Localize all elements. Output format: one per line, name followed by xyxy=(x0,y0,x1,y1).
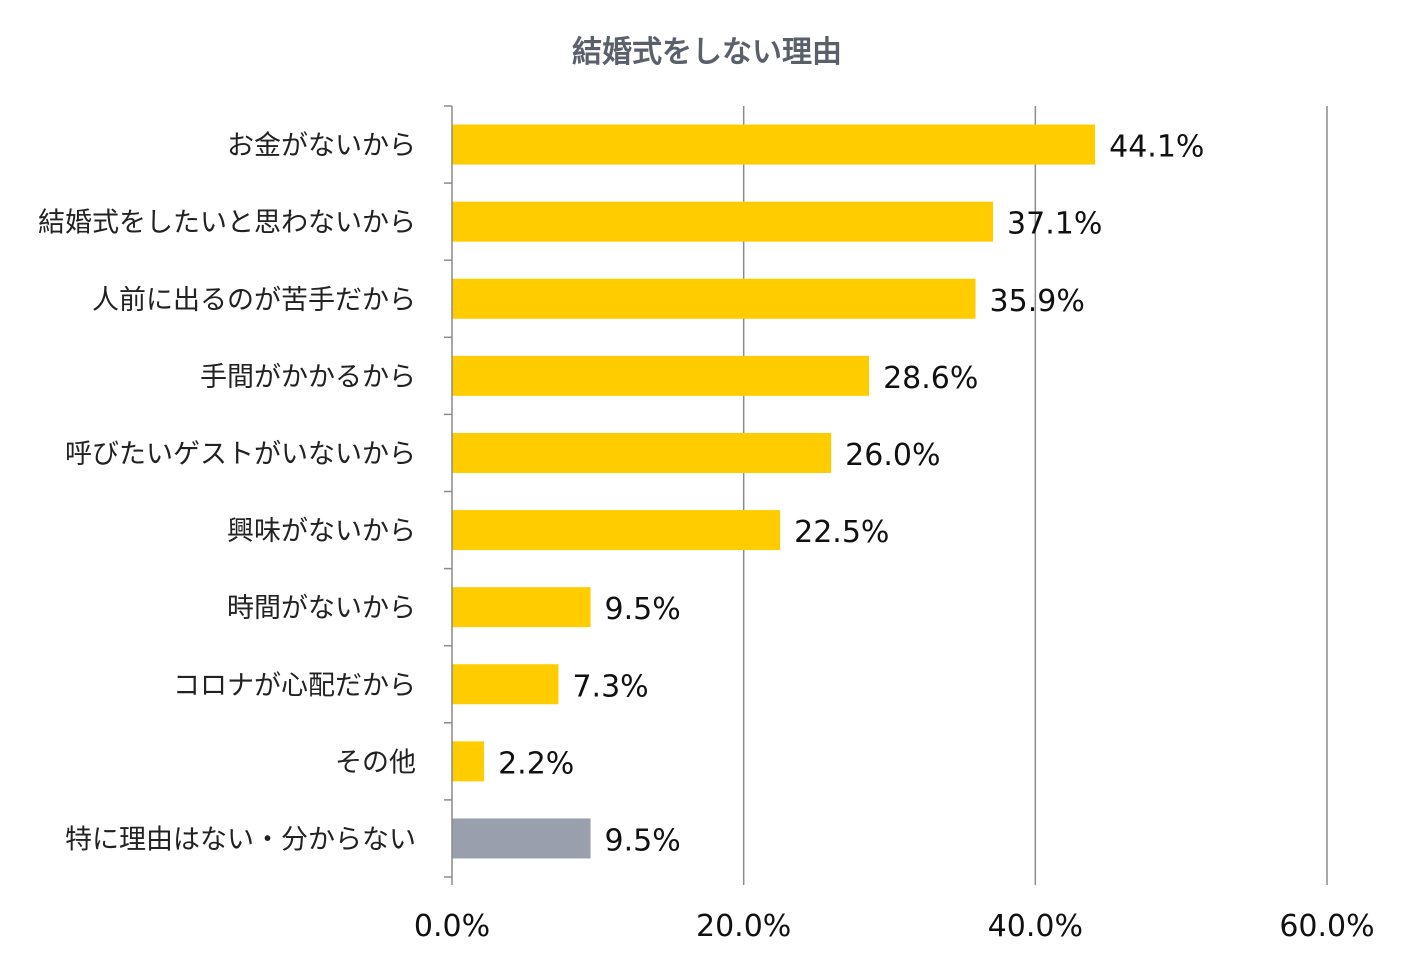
bar xyxy=(452,741,485,782)
category-label: その他 xyxy=(335,747,416,778)
x-tick-label: 40.0% xyxy=(988,909,1083,944)
category-label: 人前に出るのが苦手だから xyxy=(92,285,416,316)
category-label: 呼びたいゲストがいないから xyxy=(65,439,416,470)
category-label: コロナが心配だから xyxy=(173,670,416,701)
bar xyxy=(452,432,832,473)
value-label: 37.1% xyxy=(1007,207,1102,242)
category-label: 結婚式をしたいと思わないから xyxy=(38,208,416,239)
value-label: 7.3% xyxy=(572,669,648,704)
value-label: 26.0% xyxy=(845,438,940,473)
axes xyxy=(444,105,1328,885)
x-tick-label: 0.0% xyxy=(414,909,490,944)
bar xyxy=(452,201,994,242)
value-label: 22.5% xyxy=(794,515,889,550)
category-label: 興味がないから xyxy=(227,516,416,547)
value-label: 2.2% xyxy=(498,746,574,781)
category-label: 手間がかかるから xyxy=(200,362,416,393)
value-label: 35.9% xyxy=(990,284,1085,319)
value-label: 9.5% xyxy=(605,592,681,627)
value-label: 44.1% xyxy=(1109,130,1204,165)
bar xyxy=(452,510,781,551)
category-label: お金がないから xyxy=(227,131,416,162)
chart-title: 結婚式をしない理由 xyxy=(572,35,842,70)
x-tick-label: 20.0% xyxy=(696,909,791,944)
bar xyxy=(452,278,976,319)
bar xyxy=(452,355,870,396)
bar xyxy=(452,587,591,628)
x-tick-label: 60.0% xyxy=(1279,909,1374,944)
bars xyxy=(452,124,1096,859)
bar xyxy=(452,818,591,859)
bar xyxy=(452,124,1096,165)
labels: お金がないから 44.1% 結婚式をしたいと思わないから 37.1% 人前に出るのが苦手… xyxy=(38,130,1375,944)
category-label: 特に理由はない・分からない xyxy=(65,824,416,855)
category-label: 時間がないから xyxy=(227,593,416,624)
value-label: 9.5% xyxy=(605,823,681,858)
value-label: 28.6% xyxy=(883,361,978,396)
bar xyxy=(452,664,559,705)
